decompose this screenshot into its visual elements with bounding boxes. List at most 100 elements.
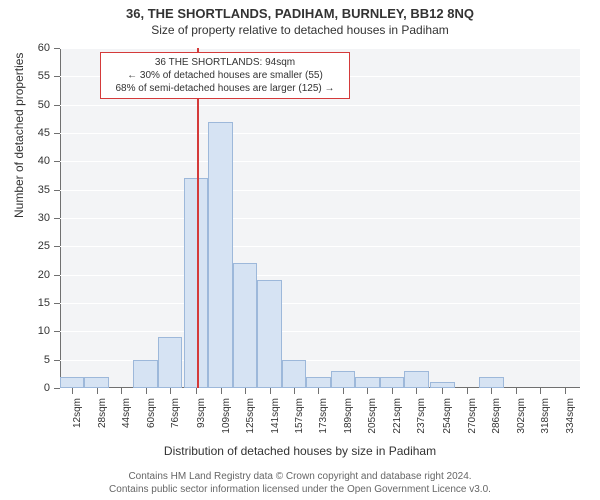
xtick [170, 388, 171, 394]
ytick [54, 218, 60, 219]
histogram-bar [380, 377, 404, 388]
ytick-label: 60 [38, 42, 50, 54]
xtick [491, 388, 492, 394]
annotation-box: 36 THE SHORTLANDS: 94sqm← 30% of detache… [100, 52, 350, 99]
xtick [467, 388, 468, 394]
xtick-label: 221sqm [392, 398, 403, 434]
ytick-label: 50 [38, 99, 50, 111]
gridline [60, 218, 580, 219]
xtick-label: 12sqm [72, 398, 83, 428]
ytick-label: 40 [38, 155, 50, 167]
xtick-label: 270sqm [467, 398, 478, 434]
ytick [54, 190, 60, 191]
property-marker-line [197, 48, 199, 388]
xtick [318, 388, 319, 394]
ytick-label: 5 [44, 354, 50, 366]
histogram-bar [84, 377, 108, 388]
xtick-label: 237sqm [416, 398, 427, 434]
footer-line-2: Contains public sector information licen… [0, 484, 600, 497]
gridline [60, 105, 580, 106]
annotation-line-3: 68% of semi-detached houses are larger (… [107, 82, 343, 95]
xtick-label: 109sqm [221, 398, 232, 434]
ytick [54, 246, 60, 247]
plot-area: 05101520253035404550556012sqm28sqm44sqm6… [60, 48, 580, 388]
histogram-bar [282, 360, 306, 388]
xtick [565, 388, 566, 394]
gridline [60, 331, 580, 332]
xtick-label: 173sqm [318, 398, 329, 434]
xtick-label: 60sqm [146, 398, 157, 428]
xtick-label: 254sqm [442, 398, 453, 434]
xtick-label: 189sqm [343, 398, 354, 434]
xtick [416, 388, 417, 394]
annotation-line-2: ← 30% of detached houses are smaller (55… [107, 69, 343, 82]
xtick [121, 388, 122, 394]
xtick-label: 93sqm [196, 398, 207, 428]
ytick-label: 35 [38, 184, 50, 196]
gridline [60, 303, 580, 304]
xtick [221, 388, 222, 394]
xtick-label: 286sqm [491, 398, 502, 434]
ytick-label: 0 [44, 382, 50, 394]
xtick [367, 388, 368, 394]
ytick [54, 388, 60, 389]
histogram-bar [331, 371, 355, 388]
histogram-bar [404, 371, 428, 388]
gridline [60, 161, 580, 162]
xtick [72, 388, 73, 394]
histogram-bar [257, 280, 281, 388]
ytick-label: 30 [38, 212, 50, 224]
xtick [343, 388, 344, 394]
page-title: 36, THE SHORTLANDS, PADIHAM, BURNLEY, BB… [0, 0, 600, 21]
gridline [60, 190, 580, 191]
footer-line-1: Contains HM Land Registry data © Crown c… [0, 471, 600, 484]
ytick [54, 303, 60, 304]
xtick [270, 388, 271, 394]
page-subtitle: Size of property relative to detached ho… [0, 21, 600, 37]
gridline [60, 275, 580, 276]
ytick [54, 76, 60, 77]
xtick-label: 141sqm [270, 398, 281, 434]
histogram-bar [158, 337, 182, 388]
annotation-line-1: 36 THE SHORTLANDS: 94sqm [107, 56, 343, 69]
ytick [54, 275, 60, 276]
histogram-bar [355, 377, 379, 388]
xtick [516, 388, 517, 394]
histogram-bar [60, 377, 84, 388]
ytick [54, 331, 60, 332]
footer-attribution: Contains HM Land Registry data © Crown c… [0, 471, 600, 496]
ytick-label: 55 [38, 70, 50, 82]
histogram-bar [208, 122, 232, 388]
histogram-bar [479, 377, 503, 388]
gridline [60, 133, 580, 134]
ytick-label: 45 [38, 127, 50, 139]
gridline [60, 48, 580, 49]
xtick [245, 388, 246, 394]
histogram-bar [233, 263, 257, 388]
xtick [294, 388, 295, 394]
histogram-bar [133, 360, 157, 388]
xtick-label: 318sqm [540, 398, 551, 434]
ytick [54, 133, 60, 134]
xtick [196, 388, 197, 394]
histogram-bar [306, 377, 330, 388]
xtick-label: 76sqm [170, 398, 181, 428]
ytick [54, 105, 60, 106]
xtick-label: 157sqm [294, 398, 305, 434]
xtick [146, 388, 147, 394]
ytick-label: 10 [38, 325, 50, 337]
yaxis-title: Number of detached properties [12, 53, 26, 218]
xaxis-title: Distribution of detached houses by size … [0, 444, 600, 458]
xtick-label: 302sqm [516, 398, 527, 434]
histogram-chart: 05101520253035404550556012sqm28sqm44sqm6… [60, 48, 580, 388]
xtick-label: 205sqm [367, 398, 378, 434]
gridline [60, 246, 580, 247]
ytick-label: 25 [38, 240, 50, 252]
xtick-label: 334sqm [565, 398, 576, 434]
xtick-label: 28sqm [97, 398, 108, 428]
ytick-label: 20 [38, 269, 50, 281]
gridline [60, 388, 580, 389]
xtick [392, 388, 393, 394]
ytick [54, 48, 60, 49]
ytick [54, 161, 60, 162]
